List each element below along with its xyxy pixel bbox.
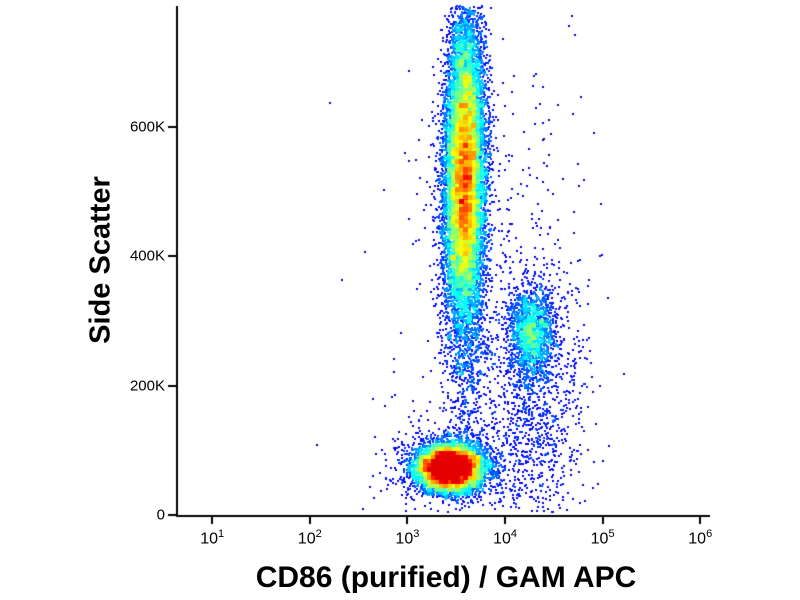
x-tick-label-10e5: 105 [590, 528, 615, 548]
x-axis-title: CD86 (purified) / GAM APC [255, 561, 637, 594]
x-tick-label-10e6: 106 [688, 528, 713, 548]
y-tick-label-0: 0 [156, 506, 165, 524]
x-tick-label-10e2: 102 [297, 528, 322, 548]
x-tick-label-10e1: 101 [200, 528, 225, 548]
y-tick-label-200K: 200K [129, 377, 165, 395]
x-tick-label-10e4: 104 [493, 528, 517, 548]
y-tick-label-600K: 600K [129, 118, 165, 136]
x-tick-label-10e3: 103 [395, 528, 420, 548]
y-axis-title: Side Scatter [84, 176, 117, 344]
y-tick-label-400K: 400K [129, 247, 165, 265]
